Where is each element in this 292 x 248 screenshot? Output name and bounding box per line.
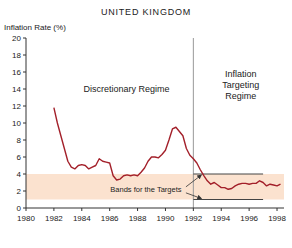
x-tick-label: 1980 — [17, 214, 35, 223]
y-tick — [23, 140, 26, 141]
annotation: Inflation — [225, 69, 257, 79]
x-tick — [53, 208, 54, 211]
regime-line — [193, 38, 194, 208]
y-tick-label: 8 — [17, 136, 22, 145]
y-tick — [23, 157, 26, 158]
y-tick-label: 20 — [12, 34, 21, 43]
target-band-line — [193, 199, 263, 200]
y-tick-label: 0 — [17, 204, 22, 213]
x-tick-label: 1988 — [129, 214, 147, 223]
y-tick-label: 12 — [12, 102, 21, 111]
x-tick-label: 1998 — [268, 214, 286, 223]
y-tick — [23, 72, 26, 73]
x-tick — [249, 208, 250, 211]
annotation: Discretionary Regime — [83, 84, 169, 94]
y-tick — [23, 191, 26, 192]
x-tick-label: 1990 — [157, 214, 175, 223]
x-tick-label: 1982 — [45, 214, 63, 223]
y-tick — [23, 38, 26, 39]
shaded-band — [26, 174, 284, 200]
x-tick — [81, 208, 82, 211]
x-axis — [26, 208, 284, 209]
x-tick-label: 1994 — [212, 214, 230, 223]
y-tick — [23, 89, 26, 90]
y-tick-label: 6 — [17, 153, 22, 162]
title: UNITED KINGDOM — [101, 7, 191, 17]
annotation-arrow — [186, 175, 201, 187]
x-tick-label: 1992 — [184, 214, 202, 223]
y-tick-label: 14 — [12, 85, 21, 94]
y-axis-label: Inflation Rate (%) — [4, 23, 66, 32]
annotation-arrow — [186, 193, 201, 199]
x-tick-label: 1986 — [101, 214, 119, 223]
chart: UNITED KINGDOM Inflation Rate (%) 0 2 4 6 8 10 1… — [0, 0, 292, 248]
y-tick-label: 2 — [17, 187, 22, 196]
annotation: Targeting — [222, 80, 259, 90]
y-tick — [23, 106, 26, 107]
x-tick — [26, 208, 27, 211]
x-tick-label: 1984 — [73, 214, 91, 223]
y-tick-label: 18 — [12, 51, 21, 60]
x-tick — [109, 208, 110, 211]
inflation-line — [54, 108, 281, 190]
x-tick — [193, 208, 194, 211]
y-tick-label: 16 — [12, 68, 21, 77]
x-tick — [137, 208, 138, 211]
x-tick — [221, 208, 222, 211]
annotation: Bands for the Targets — [110, 185, 181, 194]
y-tick — [23, 123, 26, 124]
y-tick — [23, 174, 26, 175]
y-tick-label: 4 — [17, 170, 22, 179]
x-tick-label: 1996 — [240, 214, 258, 223]
x-tick — [277, 208, 278, 211]
x-tick — [165, 208, 166, 211]
y-tick-label: 10 — [12, 119, 21, 128]
annotation: Regime — [225, 91, 256, 101]
plot-area — [26, 38, 284, 208]
y-tick — [23, 55, 26, 56]
